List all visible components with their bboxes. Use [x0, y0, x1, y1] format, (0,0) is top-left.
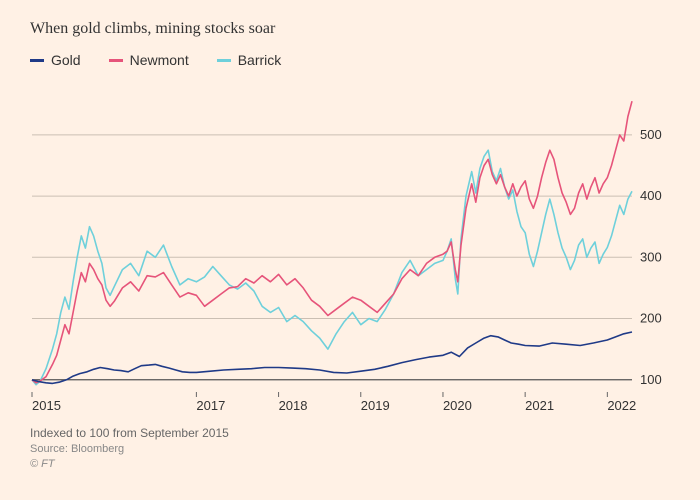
svg-text:2018: 2018	[279, 398, 308, 413]
svg-text:2022: 2022	[607, 398, 636, 413]
chart-svg: 100 200 300 400 500 2015 2017 2018 2019 2020 2021 2…	[30, 86, 670, 416]
legend-label-newmont: Newmont	[130, 52, 189, 68]
source: Source: Bloomberg	[30, 443, 670, 455]
svg-text:300: 300	[640, 249, 662, 264]
chart-title: When gold climbs, mining stocks soar	[30, 20, 670, 38]
legend-item-gold: Gold	[30, 52, 81, 68]
copyright: © FT	[30, 458, 670, 470]
legend-item-newmont: Newmont	[109, 52, 189, 68]
svg-text:100: 100	[640, 372, 662, 387]
footnote: Indexed to 100 from September 2015	[30, 426, 670, 440]
svg-text:2019: 2019	[361, 398, 390, 413]
chart-footer: Indexed to 100 from September 2015 Sourc…	[30, 426, 670, 470]
svg-text:400: 400	[640, 188, 662, 203]
svg-text:2015: 2015	[32, 398, 61, 413]
legend-item-barrick: Barrick	[217, 52, 282, 68]
legend: Gold Newmont Barrick	[30, 52, 670, 68]
plot-area: 100 200 300 400 500 2015 2017 2018 2019 2020 2021 2…	[30, 86, 670, 416]
svg-text:2021: 2021	[525, 398, 554, 413]
legend-swatch-barrick	[217, 59, 231, 62]
svg-text:500: 500	[640, 127, 662, 142]
chart-container: When gold climbs, mining stocks soar Gol…	[30, 20, 670, 480]
svg-text:2020: 2020	[443, 398, 472, 413]
legend-label-gold: Gold	[51, 52, 81, 68]
legend-label-barrick: Barrick	[238, 52, 282, 68]
svg-text:200: 200	[640, 311, 662, 326]
legend-swatch-gold	[30, 59, 44, 62]
svg-text:2017: 2017	[196, 398, 225, 413]
legend-swatch-newmont	[109, 59, 123, 62]
